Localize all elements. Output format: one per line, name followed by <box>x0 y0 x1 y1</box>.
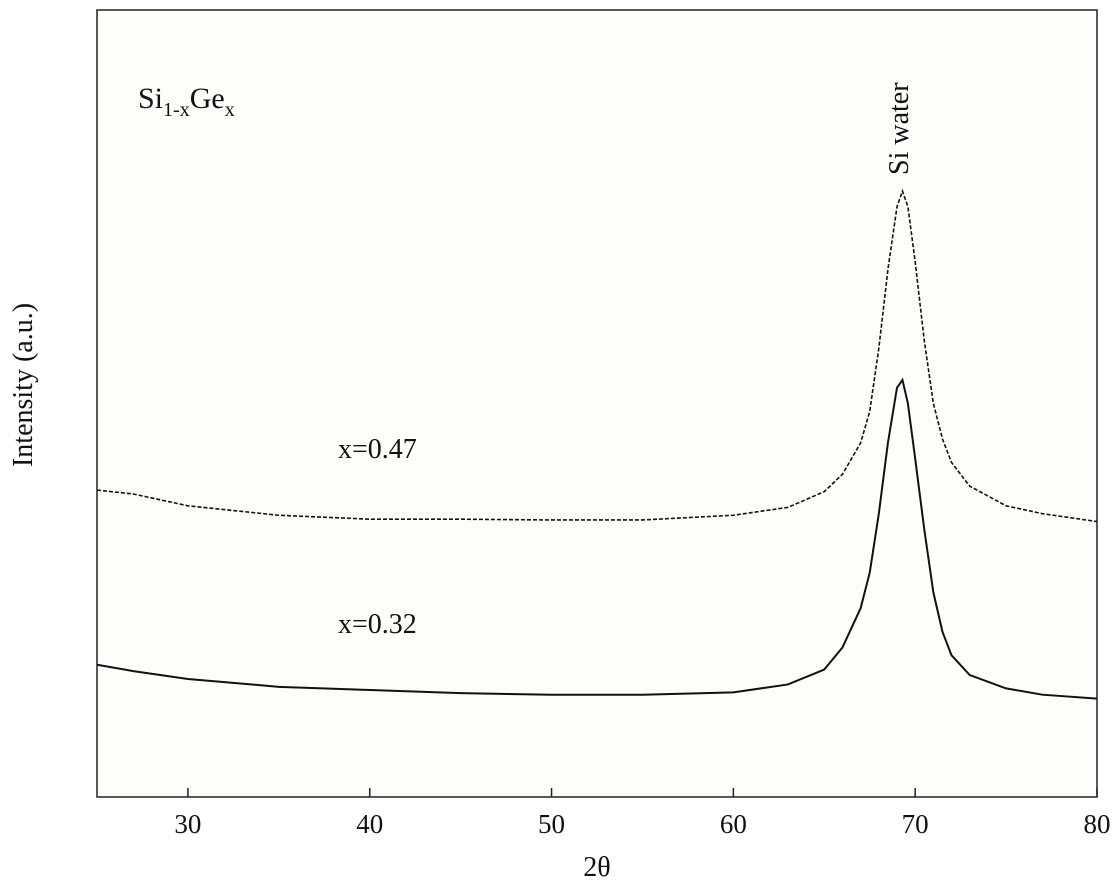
plot-frame <box>96 9 1098 798</box>
x-tick-label: 50 <box>538 809 565 839</box>
series-line <box>96 377 1098 700</box>
formula-sub: 1-x <box>163 99 190 121</box>
sample-label: Si1-xGex <box>138 82 235 121</box>
formula-part: Ge <box>190 82 225 115</box>
x-tick-label: 30 <box>174 809 201 839</box>
x-tick-label: 80 <box>1084 809 1111 839</box>
series-label: x=0.47 <box>338 434 417 465</box>
peak-label: Si water <box>884 82 915 175</box>
x-tick-label: 60 <box>720 809 747 839</box>
y-axis-label: Intensity (a.u.) <box>8 303 39 467</box>
x-tick-label: 70 <box>902 809 929 839</box>
x-tick-label: 40 <box>356 809 383 839</box>
formula-sub: x <box>225 99 235 121</box>
series-line <box>96 188 1098 523</box>
series-label: x=0.32 <box>338 609 417 640</box>
x-axis-label: 2θ <box>583 852 610 883</box>
formula-part: Si <box>138 82 163 115</box>
